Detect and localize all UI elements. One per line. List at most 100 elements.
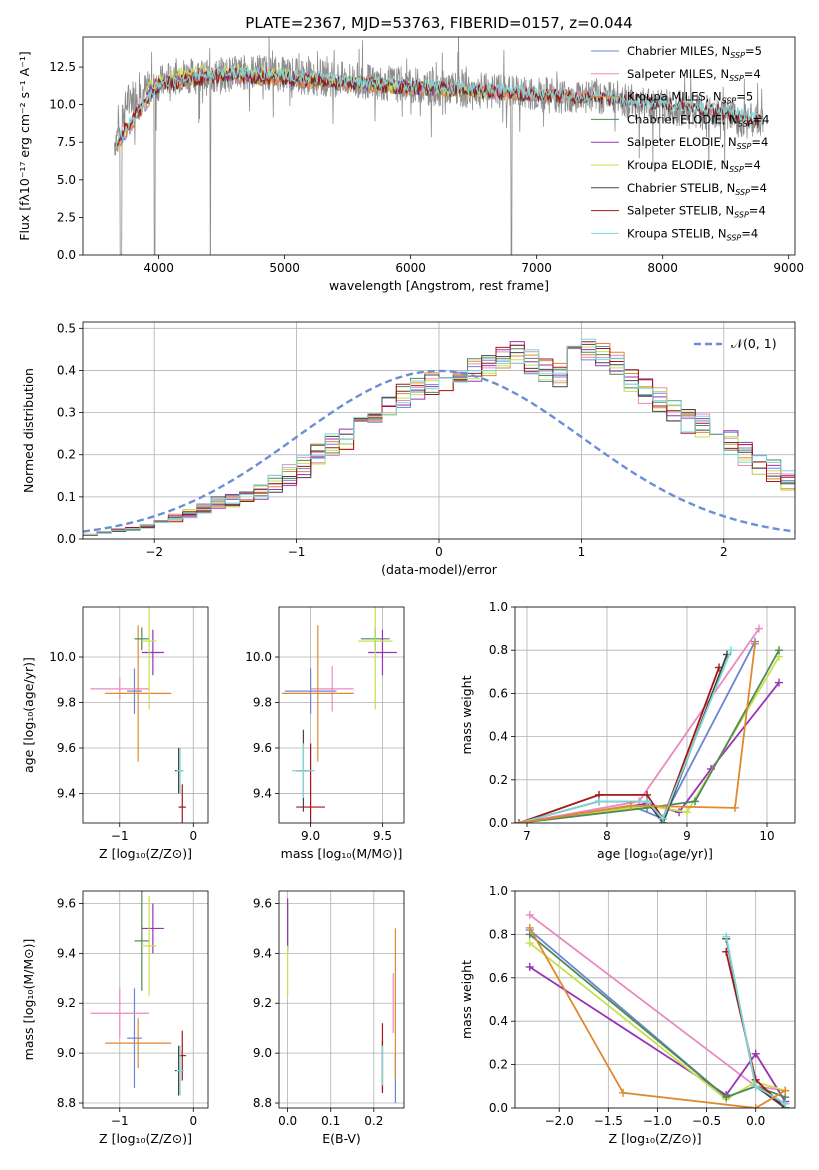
- series-marker: [775, 646, 783, 655]
- histogram-step: [83, 347, 795, 536]
- series-marker: [691, 797, 699, 806]
- legend-name: Salpeter MILES: [627, 67, 713, 81]
- x-tick-label: 7000: [521, 261, 552, 275]
- series-marker: [775, 678, 783, 687]
- x-axis-label: Z [log₁₀(Z/Z⊙)]: [99, 846, 192, 861]
- series-line: [529, 966, 786, 1102]
- legend-equals: =: [749, 204, 759, 218]
- legend-ssp-subscript: SSP: [727, 233, 742, 242]
- y-tick-label: 2.5: [57, 210, 76, 224]
- legend-equals: =: [745, 44, 755, 58]
- series-marker: [659, 814, 667, 823]
- y-tick-label: 9.6: [253, 741, 272, 755]
- legend-name: Chabrier ELODIE: [627, 112, 722, 126]
- panel-spectrum: 4000 5000 6000 7000 8000 9000 0.0 2.5 5.0 7.5 10.0…: [17, 14, 804, 293]
- y-tick-label: 0.4: [57, 363, 76, 377]
- legend-ssp-subscript: SSP: [729, 165, 744, 174]
- legend-name: Chabrier STELIB: [627, 181, 719, 195]
- legend-name: Kroupa ELODIE: [627, 158, 713, 172]
- axes-frame: [514, 890, 796, 1109]
- axes-frame: [82, 890, 209, 1109]
- plot-area: [281, 607, 397, 823]
- model-line: [115, 64, 764, 150]
- legend-equals: =: [744, 67, 754, 81]
- y-tick-label: 0.3: [57, 406, 76, 420]
- legend-entry: Chabrier MILES, NSSP=5: [627, 44, 762, 60]
- legend-ssp: 4: [753, 158, 760, 172]
- axes-frame: [82, 606, 209, 824]
- legend-n-label: , N: [714, 44, 730, 58]
- y-tick-label: 9.4: [57, 946, 76, 960]
- series-line: [518, 643, 756, 823]
- y-tick-label: 9.0: [57, 1046, 76, 1060]
- y-tick-label: 9.4: [57, 786, 76, 800]
- series-marker: [627, 801, 635, 810]
- legend-ssp-subscript: SSP: [722, 97, 737, 106]
- legend-n-label: , N: [718, 204, 734, 218]
- y-axis-label: Normed distribution: [21, 368, 36, 493]
- y-tick-label: 8.8: [253, 1096, 272, 1110]
- y-tick-label: 0.4: [489, 730, 508, 744]
- y-axis-label: mass [log₁₀(M/M⊙)]: [21, 939, 36, 1061]
- series-marker: [525, 962, 534, 971]
- legend-ssp: 5: [755, 44, 762, 58]
- legend-n-label: , N: [713, 158, 729, 172]
- plot-area: [90, 607, 186, 823]
- plot-area: [90, 891, 186, 1096]
- legend-equals: =: [736, 90, 746, 104]
- chart-title: PLATE=2367, MJD=53763, FIBERID=0157, z=0…: [245, 14, 632, 32]
- x-tick-label: 9.0: [301, 829, 320, 843]
- series-marker: [727, 646, 735, 655]
- y-tick-label: 0.0: [489, 816, 508, 830]
- x-tick-label: 9000: [773, 261, 804, 275]
- y-tick-label: 7.5: [57, 135, 76, 149]
- x-tick-label: 8000: [647, 261, 678, 275]
- panel-weight-vs-Z: −2.0 −1.5 −1.0 −0.5 0.0 0.0 0.2 0.4 0.6 0.8 1.0 Z […: [459, 884, 796, 1146]
- series-line: [529, 933, 786, 1099]
- legend-ssp: 4: [758, 204, 765, 218]
- grid: [83, 891, 208, 1108]
- series-marker: [751, 1049, 760, 1058]
- series-marker: [755, 624, 763, 633]
- legend-ssp: 4: [761, 135, 768, 149]
- legend-ssp: 4: [762, 112, 769, 126]
- legend-ssp: 4: [751, 226, 758, 240]
- plot-area: [287, 898, 396, 1104]
- panel-age-vs-Z: −1 0 9.4 9.6 9.8 10.0 Z [log₁₀(Z/Z⊙)] age [log₁…: [21, 606, 209, 861]
- y-tick-label: 0.5: [57, 321, 76, 335]
- axes-frame: [278, 606, 405, 824]
- legend-n-label: , N: [706, 90, 722, 104]
- x-tick-label: −2: [145, 545, 163, 559]
- y-tick-label: 0.6: [489, 686, 508, 700]
- grid: [83, 322, 795, 540]
- legend-entry: 𝒩(0, 1): [731, 336, 777, 351]
- x-tick-label: −1.5: [594, 1114, 623, 1128]
- legend: 𝒩(0, 1): [694, 336, 777, 351]
- y-tick-label: 9.2: [253, 996, 272, 1010]
- legend-n-label: , N: [721, 135, 737, 149]
- legend-entry: Kroupa MILES, NSSP=5: [627, 90, 753, 106]
- observed-spectrum: [114, 37, 764, 255]
- x-tick-label: 1: [578, 545, 586, 559]
- legend-entry: Kroupa ELODIE, NSSP=4: [627, 158, 761, 174]
- y-tick-label: 0.4: [489, 1014, 508, 1028]
- y-tick-label: 9.8: [57, 695, 76, 709]
- legend-entry: Salpeter STELIB, NSSP=4: [627, 204, 766, 220]
- x-tick-label: 0: [189, 829, 197, 843]
- y-tick-label: 12.5: [49, 60, 76, 74]
- legend-name: Kroupa STELIB: [627, 226, 711, 240]
- histogram-step: [83, 341, 795, 536]
- y-tick-label: 9.8: [253, 695, 272, 709]
- x-tick-label: −0.5: [692, 1114, 721, 1128]
- series-marker: [643, 797, 651, 806]
- legend-equals: =: [744, 158, 754, 172]
- axes-frame: [82, 321, 796, 540]
- series-marker: [525, 910, 534, 919]
- x-tick-label: −1: [288, 545, 306, 559]
- histogram-step: [83, 347, 795, 535]
- y-axis-label: mass weight: [459, 960, 474, 1039]
- histogram-step: [83, 341, 795, 536]
- y-tick-label: 0.2: [489, 773, 508, 787]
- x-tick-label: 0.0: [278, 1114, 297, 1128]
